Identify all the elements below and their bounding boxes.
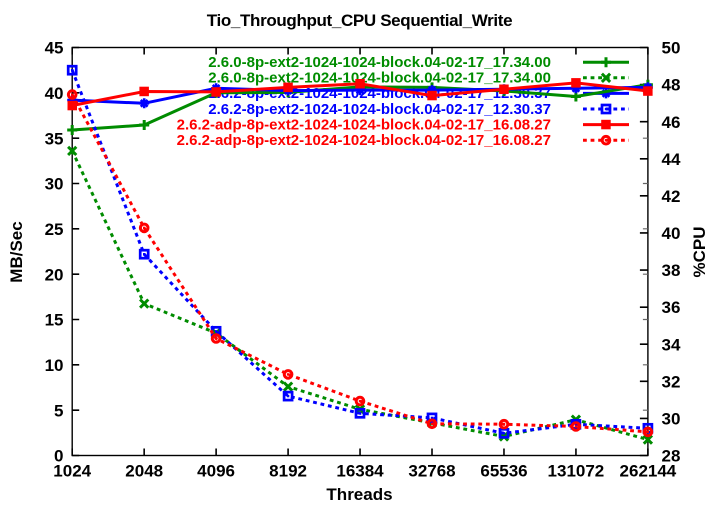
svg-text:46: 46	[662, 113, 681, 132]
svg-text:20: 20	[45, 265, 64, 284]
svg-text:2.6.2-adp-8p-ext2-1024-1024-bl: 2.6.2-adp-8p-ext2-1024-1024-block.04-02-…	[177, 116, 551, 133]
svg-text:44: 44	[662, 150, 681, 169]
svg-text:2048: 2048	[125, 462, 163, 481]
svg-text:8192: 8192	[269, 462, 307, 481]
svg-text:50: 50	[662, 39, 681, 58]
svg-text:38: 38	[662, 261, 681, 280]
svg-text:15: 15	[45, 311, 64, 330]
svg-text:45: 45	[45, 39, 64, 58]
svg-text:40: 40	[45, 84, 64, 103]
svg-text:25: 25	[45, 220, 64, 239]
svg-text:32: 32	[662, 372, 681, 391]
svg-text:262144: 262144	[620, 462, 677, 481]
svg-text:2.6.0-8p-ext2-1024-1024-block.: 2.6.0-8p-ext2-1024-1024-block.04-02-17_1…	[208, 70, 551, 87]
svg-text:28: 28	[662, 447, 681, 466]
svg-text:5: 5	[54, 401, 63, 420]
svg-text:MB/Sec: MB/Sec	[7, 221, 26, 282]
svg-text:65536: 65536	[480, 462, 527, 481]
svg-text:30: 30	[662, 410, 681, 429]
svg-text:0: 0	[54, 447, 63, 466]
svg-text:1024: 1024	[53, 462, 91, 481]
svg-text:30: 30	[45, 175, 64, 194]
svg-text:42: 42	[662, 187, 681, 206]
svg-text:32768: 32768	[408, 462, 455, 481]
svg-text:Threads: Threads	[326, 485, 392, 504]
svg-text:48: 48	[662, 76, 681, 95]
svg-text:34: 34	[662, 335, 681, 354]
svg-text:2.6.0-8p-ext2-1024-1024-block.: 2.6.0-8p-ext2-1024-1024-block.04-02-17_1…	[208, 54, 551, 71]
svg-text:Tio_Throughput_CPU Sequential_: Tio_Throughput_CPU Sequential_Write	[207, 11, 512, 30]
svg-text:16384: 16384	[336, 462, 384, 481]
svg-text:4096: 4096	[197, 462, 235, 481]
svg-text:35: 35	[45, 129, 64, 148]
svg-text:131072: 131072	[548, 462, 605, 481]
svg-text:%CPU: %CPU	[690, 226, 709, 277]
svg-text:2.6.2-8p-ext2-1024-1024-block.: 2.6.2-8p-ext2-1024-1024-block.04-02-17_1…	[208, 101, 551, 118]
svg-text:2.6.2-adp-8p-ext2-1024-1024-bl: 2.6.2-adp-8p-ext2-1024-1024-block.04-02-…	[177, 132, 551, 149]
svg-text:40: 40	[662, 224, 681, 243]
svg-text:10: 10	[45, 356, 64, 375]
svg-text:36: 36	[662, 298, 681, 317]
